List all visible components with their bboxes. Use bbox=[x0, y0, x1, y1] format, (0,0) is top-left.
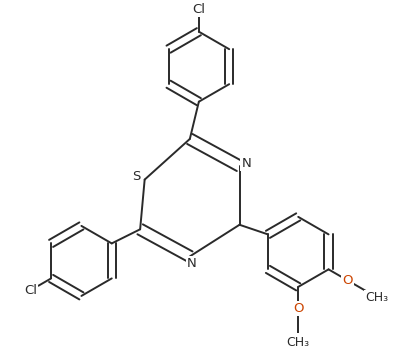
Text: N: N bbox=[242, 157, 251, 170]
Text: CH₃: CH₃ bbox=[287, 336, 310, 349]
Text: CH₃: CH₃ bbox=[365, 290, 388, 303]
Text: S: S bbox=[133, 170, 141, 183]
Text: N: N bbox=[187, 257, 197, 270]
Text: Cl: Cl bbox=[24, 284, 37, 297]
Text: Cl: Cl bbox=[192, 2, 205, 16]
Text: O: O bbox=[342, 274, 353, 287]
Text: O: O bbox=[293, 302, 304, 315]
